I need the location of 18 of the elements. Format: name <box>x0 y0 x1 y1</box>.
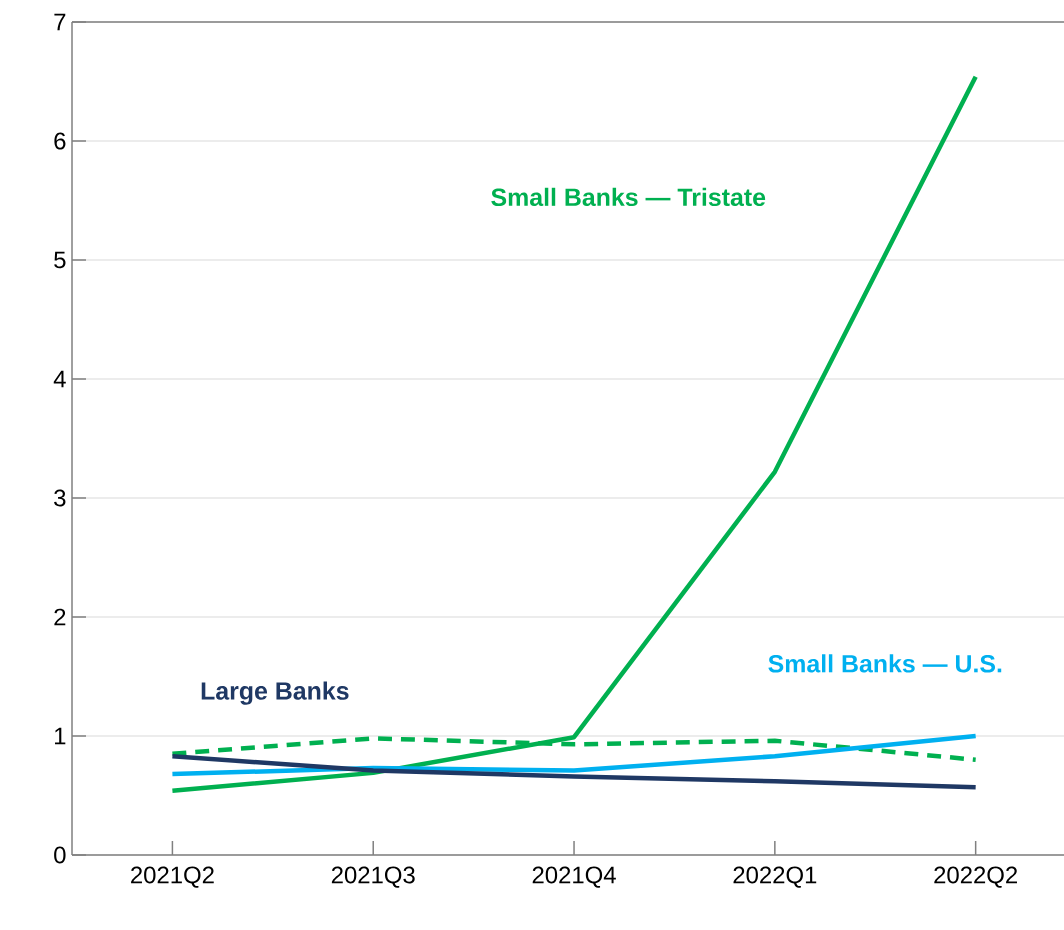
x-tick-label: 2021Q2 <box>131 866 214 888</box>
text: Large Banks <box>201 681 349 705</box>
x-tick-label: 2021Q4 <box>532 866 616 888</box>
y-tick-label: 0 <box>54 846 66 864</box>
y-tick-label: 1 <box>55 727 66 745</box>
y-tick-label: 4 <box>53 370 66 388</box>
x-tick-label: 2022Q1 <box>733 866 817 888</box>
y-tick-label: 2 <box>54 608 66 626</box>
y-tick-label: 3 <box>54 489 66 507</box>
y-tick-label: 7 <box>54 13 66 31</box>
x-tick-label: 2022Q2 <box>934 866 1017 888</box>
y-tick-label: 6 <box>54 132 66 150</box>
text: Small Banks — Tristate <box>491 187 766 207</box>
x-tick-label: 2021Q3 <box>331 866 415 888</box>
y-tick-label: 5 <box>54 251 66 269</box>
line-series <box>170 753 978 790</box>
text: Small Banks — U.S. <box>768 654 1002 673</box>
line-series <box>170 733 978 777</box>
